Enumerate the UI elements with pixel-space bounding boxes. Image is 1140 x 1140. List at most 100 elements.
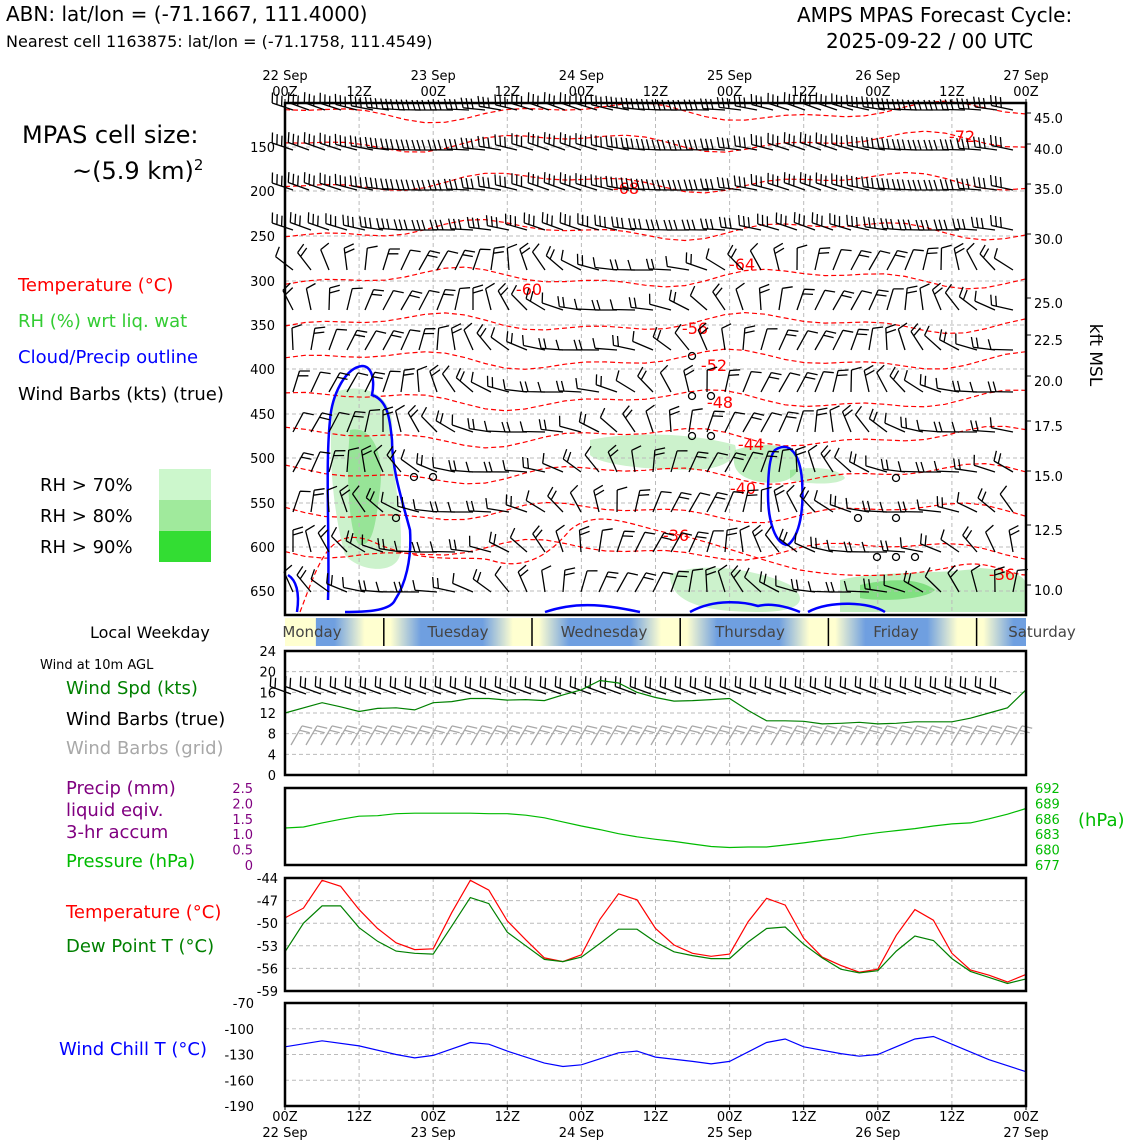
wind-barb xyxy=(287,172,310,191)
wind-barb xyxy=(620,137,646,151)
wind-barb xyxy=(891,139,918,151)
wind-barb xyxy=(319,132,342,151)
pressure-line xyxy=(284,807,1027,849)
wind-barb xyxy=(393,219,420,231)
wind-barb xyxy=(407,404,420,433)
wind-barb xyxy=(427,179,454,191)
wind-barb xyxy=(843,580,870,593)
wind-barb xyxy=(584,445,600,473)
wind-barb xyxy=(825,581,851,593)
surface-wind-barb-true xyxy=(494,676,517,695)
wind-barb xyxy=(598,528,613,553)
x-date-label-top: 25 Sep xyxy=(707,69,752,84)
wind-barb xyxy=(764,525,780,553)
wind-panel-subtitle: Wind at 10m AGL xyxy=(40,658,154,673)
wind-barb xyxy=(477,135,502,151)
y-tick-label-windchill: -160 xyxy=(224,1074,254,1089)
surface-wind-barb-true xyxy=(944,676,967,695)
wind-barb xyxy=(940,244,952,271)
wind-barb xyxy=(861,96,886,111)
temperature-contour xyxy=(284,266,1026,290)
x-hour-label-top: 00Z xyxy=(717,85,743,100)
wind-barb xyxy=(831,133,854,151)
wind-barb xyxy=(289,212,312,231)
wind-barb xyxy=(436,325,450,351)
y-tick-label-precip: 0.5 xyxy=(232,844,253,859)
wind-barb xyxy=(958,286,978,311)
wind-barb xyxy=(760,328,778,351)
wind-barb xyxy=(724,411,746,433)
wind-barb xyxy=(724,452,747,473)
wind-barb xyxy=(786,484,798,513)
surface-wind-barb-true xyxy=(314,676,337,695)
wind-barb xyxy=(488,531,510,553)
wind-barb xyxy=(863,578,888,593)
wind-barb xyxy=(477,95,502,111)
wind-barb xyxy=(935,377,960,393)
wind-barb xyxy=(470,371,492,393)
wind-barb xyxy=(343,243,355,271)
y-tick-label-wind: 20 xyxy=(259,666,276,681)
wind-barb xyxy=(868,289,889,311)
wind-barb xyxy=(670,491,692,513)
y-tick-label-pressure: 300 xyxy=(250,275,275,290)
wind-barb xyxy=(400,449,420,473)
wind-barb xyxy=(271,132,294,151)
surface-wind-barb-grid xyxy=(845,725,868,746)
wind-barb xyxy=(697,322,709,351)
wind-barb xyxy=(721,323,732,351)
wind-barb xyxy=(429,541,456,553)
wind-barb xyxy=(441,365,456,393)
surface-wind-barb-grid xyxy=(320,725,343,746)
wind-barb xyxy=(575,133,598,151)
surface-wind-barb-grid xyxy=(605,725,628,746)
wind-barb xyxy=(667,179,693,191)
wind-barb xyxy=(944,283,960,311)
wind-barb xyxy=(994,566,1005,593)
wind-barb xyxy=(668,289,690,311)
wind-barb xyxy=(292,411,314,433)
wind-barb xyxy=(431,457,456,473)
wind-barb xyxy=(962,526,978,553)
y-tick-label-height: 15.0 xyxy=(1034,470,1063,485)
wind-barb xyxy=(502,459,528,473)
surface-wind-barb-grid xyxy=(545,725,568,746)
x-date-label-top: 22 Sep xyxy=(262,69,307,84)
cell-size-line2: ~(5.9 km)2 xyxy=(72,156,203,185)
surface-wind-barb-grid xyxy=(425,725,448,746)
wind-barb xyxy=(651,139,678,151)
y-tick-label-pressure: 683 xyxy=(1035,828,1060,843)
wind-barb xyxy=(865,455,888,473)
wind-barb xyxy=(576,253,600,271)
wind-barb xyxy=(297,243,312,271)
wind-barb xyxy=(861,541,888,553)
wind-barb xyxy=(310,451,331,473)
wind-barb xyxy=(907,99,934,111)
wind-barb xyxy=(476,324,492,351)
x-hour-label-bottom: 00Z xyxy=(569,1110,595,1125)
wind-barb xyxy=(541,212,564,231)
surface-wind-barb-grid xyxy=(920,725,943,746)
surface-wind-barb-true xyxy=(959,676,982,695)
y-tick-label-pressure: 150 xyxy=(250,141,275,156)
wind-barb xyxy=(575,173,598,191)
surface-wind-barb-true xyxy=(539,676,562,695)
wind-barb xyxy=(465,500,492,513)
precip-panel-frame xyxy=(283,786,1028,867)
wind-barb xyxy=(560,249,582,271)
wind-barb xyxy=(706,530,724,553)
wind-barb xyxy=(956,178,982,191)
wind-barb xyxy=(760,412,783,433)
wind-barb xyxy=(628,297,654,311)
surface-wind-barb-true xyxy=(974,676,997,695)
wind-barb xyxy=(466,216,492,231)
wind-barb xyxy=(605,95,630,111)
wind-barb xyxy=(359,216,384,231)
wind-barb xyxy=(341,577,366,593)
wind-barb xyxy=(760,371,782,393)
wind-barb xyxy=(519,242,531,271)
wind-barb xyxy=(364,176,390,191)
y-tick-label-height: 40.0 xyxy=(1034,143,1063,158)
wind-barb xyxy=(688,492,711,513)
wind-barb xyxy=(599,407,618,433)
